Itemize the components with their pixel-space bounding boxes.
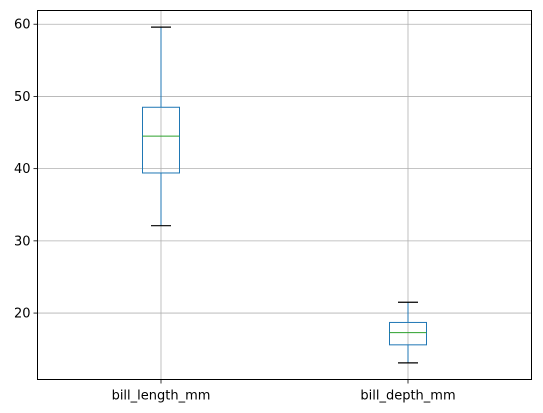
y-tick-label: 50 <box>14 90 31 105</box>
plot-frame <box>37 10 532 380</box>
y-tick-label: 20 <box>14 307 31 322</box>
y-tick-label: 60 <box>14 18 31 33</box>
y-tick-label: 40 <box>14 162 31 177</box>
box-iqr <box>142 106 180 174</box>
box-iqr <box>389 321 427 346</box>
x-tick-label: bill_depth_mm <box>360 389 455 404</box>
x-tick-label: bill_length_mm <box>112 389 211 404</box>
y-tick-label: 30 <box>14 234 31 249</box>
boxes-layer <box>142 26 427 364</box>
grid-lines <box>37 10 532 380</box>
axes-layer: 20 30 40 50 60 bill_length_mm bill_depth_mm <box>14 18 456 404</box>
